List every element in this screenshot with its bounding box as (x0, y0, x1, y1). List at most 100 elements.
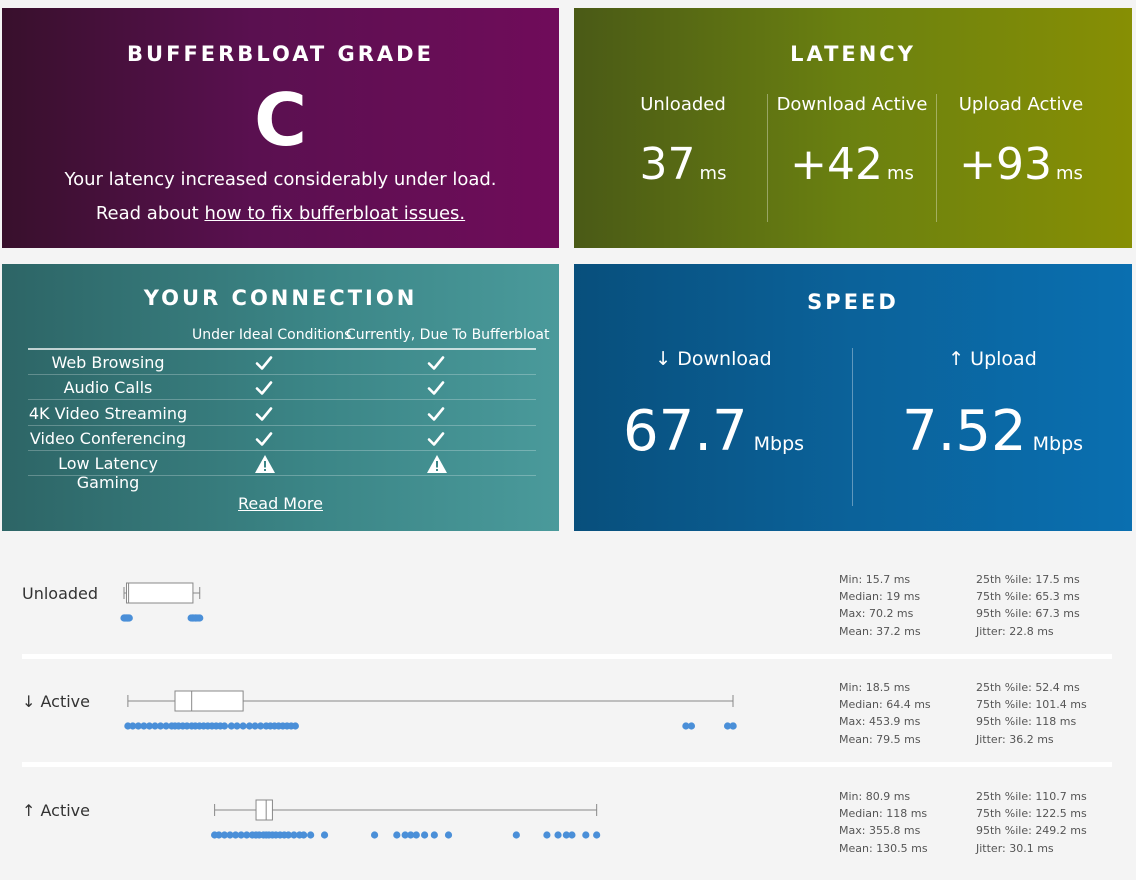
connection-row-name: 4K Video Streaming (28, 403, 188, 423)
latency-divider (936, 94, 937, 222)
col-ideal-header: Under Ideal Conditions (192, 327, 352, 343)
stat-line: 25th %ile: 17.5 ms (976, 573, 1080, 586)
stat-line: Median: 64.4 ms (839, 698, 931, 712)
sample-point (568, 831, 576, 839)
connection-row-name: Audio Calls (63, 378, 153, 398)
latency-detail-label: ↑ Active (22, 801, 90, 820)
stat-line: Jitter: 30.1 ms (976, 841, 1054, 855)
latency-stats-left: Min: 80.9 ms Median: 118 ms Max: 355.8 ms M… (839, 788, 928, 857)
speed-title: SPEED (807, 290, 899, 314)
sample-point (290, 831, 298, 839)
fix-bufferbloat-link[interactable]: how to fix bufferbloat issues. (204, 203, 466, 224)
stat-line: 25th %ile: 52.4 ms (976, 681, 1080, 694)
sample-point (162, 722, 170, 730)
stat-line: 95th %ile: 67.3 ms (976, 607, 1080, 621)
warning-icon (426, 454, 447, 474)
connection-title: YOUR CONNECTION (143, 286, 418, 310)
sample-point (554, 831, 562, 839)
stat-line: Jitter: 22.8 ms (976, 624, 1054, 638)
sample-point (251, 722, 259, 730)
latency-divider (767, 94, 768, 222)
latency-download-label: Download Active (776, 94, 928, 115)
sample-point (237, 831, 245, 839)
sample-point (729, 722, 737, 730)
connection-row: Low Latency Gaming (28, 451, 536, 492)
sample-point (243, 831, 251, 839)
checkmark-icon (254, 353, 274, 373)
connection-row-name: Video Conferencing (29, 428, 187, 448)
bufferbloat-grade-card: BUFFERBLOAT GRADE C Your latency increas… (2, 8, 559, 248)
sample-point (239, 722, 247, 730)
latency-download-unit: ms (886, 163, 914, 184)
latency-download-active: Download Active +42 ms (768, 94, 936, 230)
latency-title: LATENCY (790, 42, 916, 66)
sample-point (393, 831, 401, 839)
speed-upload-value: 7.52 (901, 399, 1027, 464)
latency-stats-right: 25th %ile: 17.5 ms 75th %ile: 65.3 ms 95th… (976, 571, 1080, 640)
grade-letter: C (254, 78, 307, 162)
warning-icon (254, 454, 275, 474)
speed-download-value: 67.7 (622, 399, 748, 464)
stat-line: 75th %ile: 65.3 ms (976, 590, 1080, 604)
latency-box-plot (124, 690, 737, 730)
sample-point (421, 831, 429, 839)
sample-point (430, 831, 438, 839)
sample-point (444, 831, 453, 839)
grade-title: BUFFERBLOAT GRADE (127, 42, 434, 66)
read-more-link[interactable]: Read More (238, 494, 323, 513)
sample-point (723, 722, 732, 730)
stat-line: Max: 355.8 ms (839, 824, 921, 838)
col-current-header: Currently, Due To Bufferbloat (346, 327, 550, 343)
your-connection-card: YOUR CONNECTION Under Ideal Conditions C… (2, 264, 559, 531)
latency-upload-active: Upload Active +93 ms (937, 94, 1105, 230)
stat-line: Min: 80.9 ms (839, 790, 911, 803)
sample-point (320, 831, 329, 839)
latency-box-plot (211, 799, 601, 839)
sample-point (134, 722, 142, 730)
latency-unloaded-unit: ms (699, 163, 727, 184)
iqr-box (255, 799, 273, 821)
sample-point (300, 831, 308, 839)
latency-detail-label: ↓ Active (22, 692, 90, 711)
grade-read-line: Read about how to fix bufferbloat issues… (2, 203, 559, 224)
sample-point (582, 831, 590, 839)
latency-upload-label: Upload Active (958, 94, 1084, 115)
stat-line: Mean: 79.5 ms (839, 732, 921, 746)
connection-row: Web Browsing (28, 350, 536, 375)
latency-unloaded: Unloaded 37 ms (599, 94, 767, 230)
sample-point (226, 831, 234, 839)
sample-point (412, 831, 420, 839)
sample-point (401, 831, 409, 839)
latency-stats-left: Min: 18.5 ms Median: 64.4 ms Max: 453.9 ms… (839, 679, 931, 748)
stat-line: 75th %ile: 101.4 ms (976, 698, 1087, 712)
sample-point (307, 831, 315, 839)
latency-stats-left: Min: 15.7 ms Median: 19 ms Max: 70.2 ms Mea… (839, 571, 921, 640)
checkmark-icon (426, 404, 446, 424)
iqr-box (174, 690, 244, 712)
latency-unloaded-label: Unloaded (640, 94, 726, 115)
sample-point (370, 831, 379, 839)
speed-download: ↓ Download 67.7 Mbps (574, 348, 853, 460)
sample-point (245, 722, 254, 730)
stat-line: 95th %ile: 249.2 ms (976, 824, 1087, 838)
connection-row-name: Low Latency Gaming (58, 454, 158, 493)
stat-line: Max: 70.2 ms (839, 607, 914, 621)
sample-point (196, 614, 204, 622)
stat-line: Median: 118 ms (839, 807, 928, 821)
checkmark-icon (426, 429, 446, 449)
sample-point (284, 831, 293, 839)
speed-download-label: ↓ Download (655, 348, 772, 370)
stat-line: Median: 19 ms (839, 590, 921, 604)
speed-upload-label: ↑ Upload (948, 348, 1037, 370)
checkmark-icon (254, 378, 274, 398)
connection-row: 4K Video Streaming (28, 401, 536, 426)
checkmark-icon (254, 429, 274, 449)
sample-point (543, 831, 551, 839)
latency-stats-right: 25th %ile: 110.7 ms 75th %ile: 122.5 ms 95… (976, 788, 1087, 857)
sample-point (145, 722, 154, 730)
sample-point (156, 722, 165, 730)
stat-line: Mean: 37.2 ms (839, 624, 921, 638)
stat-line: Jitter: 36.2 ms (976, 732, 1054, 746)
sample-point (220, 831, 229, 839)
stat-line: Mean: 130.5 ms (839, 841, 928, 855)
